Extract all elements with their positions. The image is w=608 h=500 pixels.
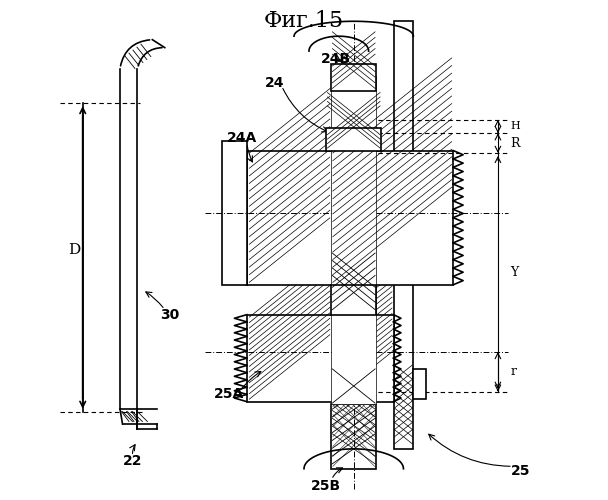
Text: R: R [510,136,520,149]
Bar [247,314,393,402]
Bar [393,22,413,449]
Text: 25B: 25B [311,479,342,493]
Bar [331,64,376,91]
Bar [331,285,376,314]
Text: 24: 24 [264,76,284,90]
Text: 22: 22 [123,454,142,468]
Text: H: H [510,122,520,132]
Bar [222,140,247,285]
Text: Y: Y [510,266,519,279]
Bar [331,404,376,469]
Bar [247,150,453,285]
Text: Фиг.15: Фиг.15 [264,10,344,32]
Text: r: r [510,366,516,378]
Text: D: D [68,243,80,257]
Text: 24A: 24A [227,131,257,145]
Text: 25A: 25A [214,387,244,401]
Bar [331,76,376,404]
Text: 30: 30 [160,308,179,322]
Bar [413,370,426,399]
Text: 25: 25 [511,464,530,478]
Bar [326,128,381,150]
Text: 24B: 24B [321,52,351,66]
